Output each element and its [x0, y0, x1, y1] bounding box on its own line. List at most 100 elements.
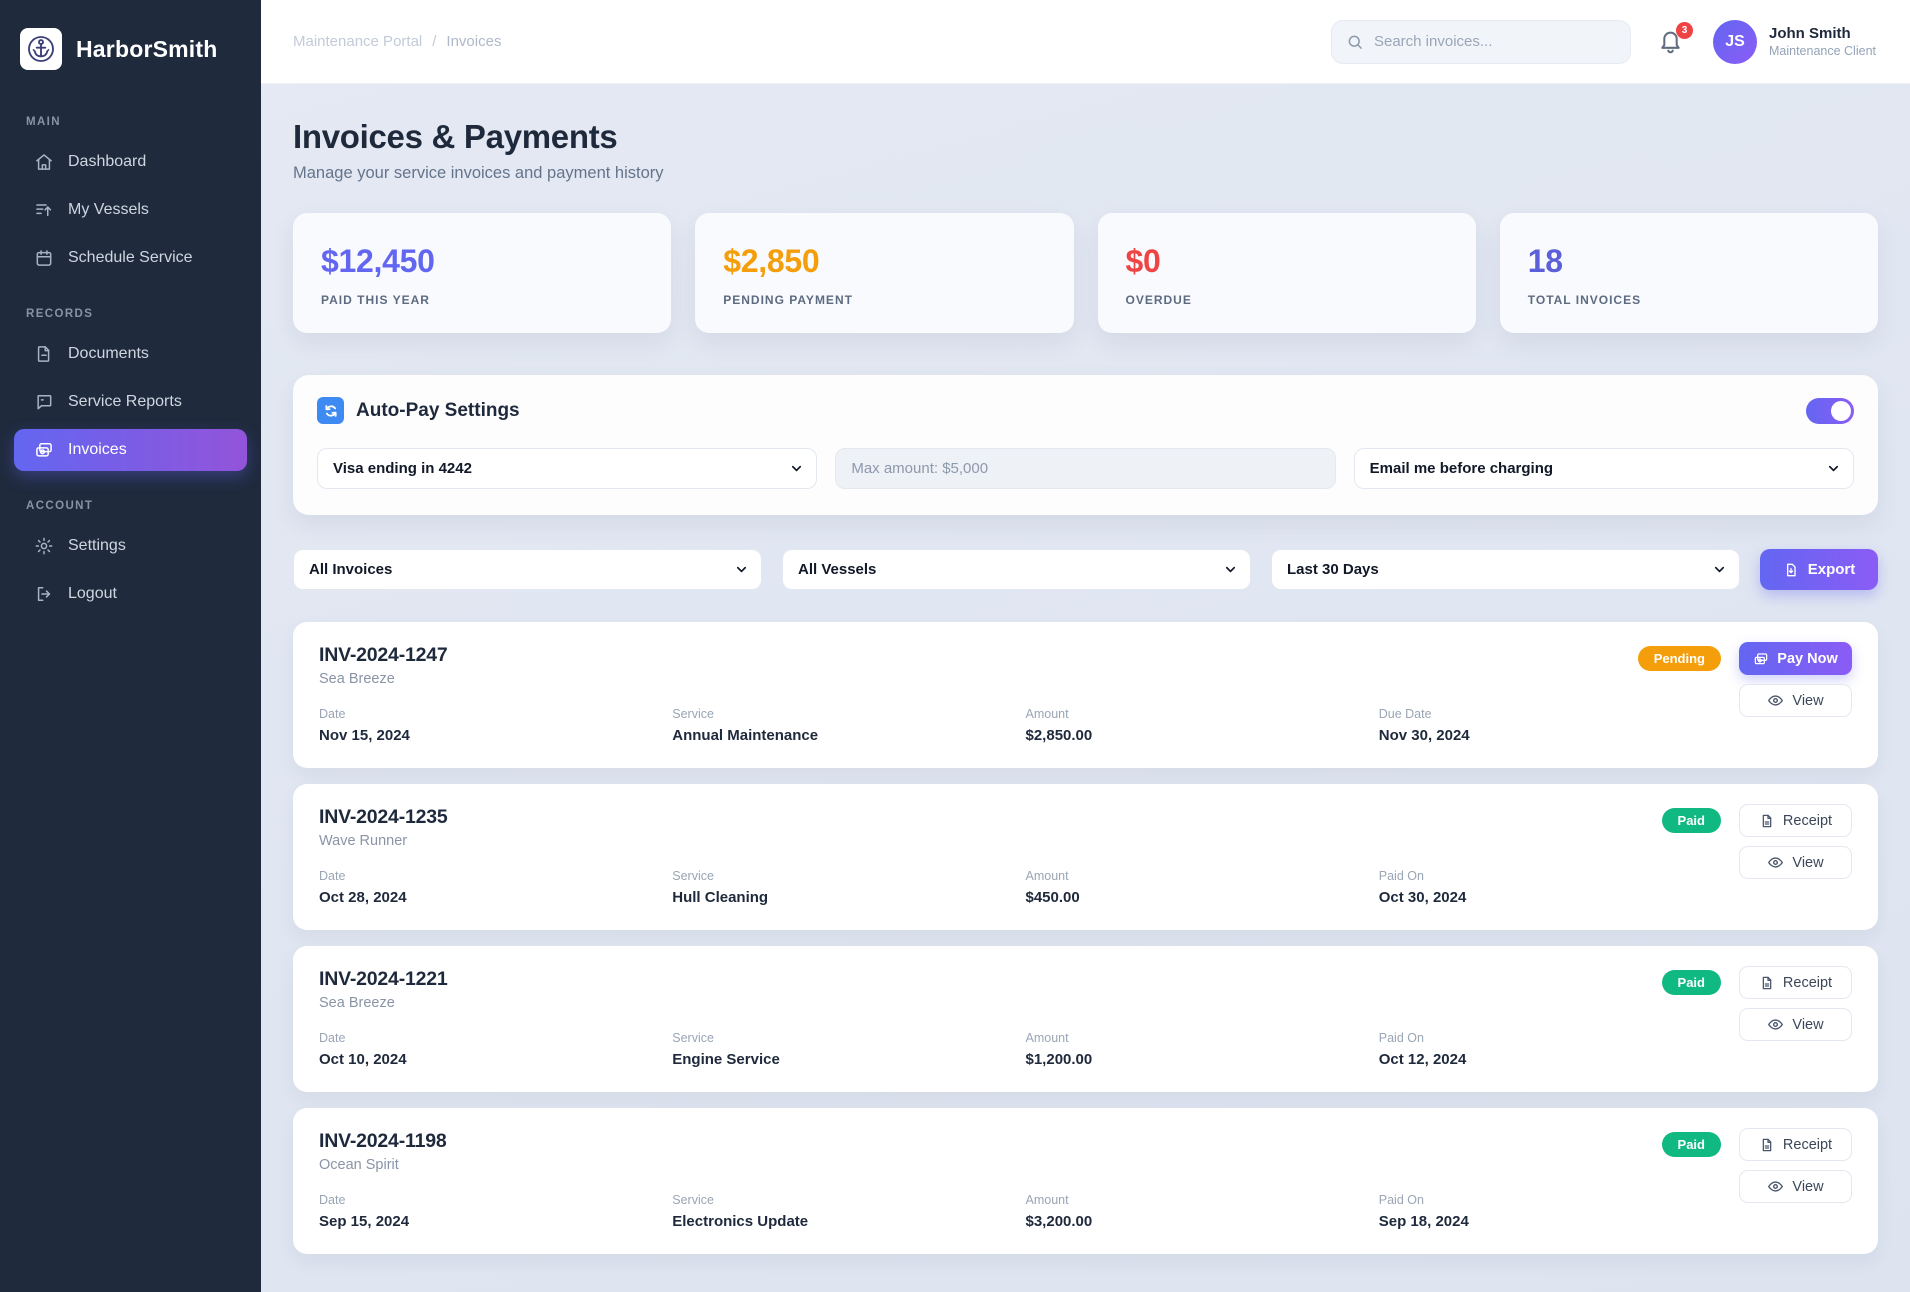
detail-label: Date — [319, 869, 346, 883]
detail-label: Amount — [1025, 1193, 1069, 1207]
invoice-vessel: Ocean Spirit — [319, 1157, 399, 1173]
notify-select[interactable]: Email me before charging — [1353, 448, 1854, 489]
detail-value: Oct 10, 2024 — [319, 1051, 407, 1068]
autopay-toggle[interactable] — [1806, 397, 1854, 424]
view-button[interactable]: View — [1739, 684, 1852, 717]
sidebar-item-label: Dashboard — [68, 153, 147, 170]
user-name: John Smith — [1768, 25, 1851, 42]
calendar-icon — [36, 250, 52, 266]
status-badge: Pending — [1637, 646, 1721, 671]
invoice-vessel: Sea Breeze — [319, 995, 395, 1011]
receipt-icon — [1762, 1138, 1772, 1151]
detail-value: Sep 18, 2024 — [1378, 1213, 1469, 1230]
stat-value: $12,450 — [321, 243, 435, 279]
sidebar-item-label: Logout — [68, 585, 117, 602]
receipt-icon — [1762, 976, 1772, 989]
notifications-button[interactable]: 3 — [1657, 21, 1693, 57]
detail-value: Nov 15, 2024 — [319, 727, 410, 744]
detail-label: Paid On — [1378, 869, 1424, 883]
logout-icon — [37, 587, 51, 601]
detail-label: Service — [672, 869, 714, 883]
view-button[interactable]: View — [1739, 1170, 1852, 1203]
view-button[interactable]: View — [1739, 846, 1852, 879]
notification-badge: 3 — [1675, 21, 1693, 39]
bell-icon — [1661, 31, 1680, 53]
invoice-filter-wrap: All Invoices — [293, 549, 762, 590]
detail-value: Engine Service — [672, 1051, 780, 1068]
detail-value: Annual Maintenance — [672, 727, 819, 744]
view-button[interactable]: View — [1739, 1008, 1852, 1041]
stat-value: 18 — [1527, 243, 1563, 279]
sidebar: HarborSmith MAIN Dashboard My Vessels Sc… — [0, 0, 261, 1292]
search-box — [1330, 19, 1631, 64]
harborsmith-logo-icon — [20, 28, 62, 70]
gear-icon — [35, 537, 53, 555]
vessel-filter-select[interactable]: All Vessels — [782, 549, 1251, 590]
invoice-card-1221: INV-2024-1221 Sea Breeze Date Oct 10, 202… — [293, 946, 1878, 1092]
user-menu[interactable]: JS John Smith Maintenance Client — [1712, 19, 1876, 64]
content: Invoices & Payments Manage your service … — [261, 84, 1910, 1292]
sidebar-item-label: Schedule Service — [68, 249, 193, 266]
date-filter-wrap: Last 30 Days — [1271, 549, 1740, 590]
invoice-vessel: Sea Breeze — [319, 671, 395, 687]
invoice-card-1247: INV-2024-1247 Sea Breeze Date Nov 15, 202… — [293, 622, 1878, 768]
stat-card-paid-this-year: $12,450 PAID THIS YEAR — [293, 213, 672, 333]
detail-value: $2,850.00 — [1025, 727, 1093, 744]
vessels-list-icon — [36, 204, 52, 217]
detail-value: Nov 30, 2024 — [1378, 727, 1470, 744]
sidebar-item-settings[interactable]: Settings — [14, 525, 247, 567]
stat-label: PAID THIS YEAR — [321, 293, 430, 307]
sidebar-item-logout[interactable]: Logout — [14, 573, 247, 615]
sidebar-item-label: Invoices — [68, 441, 127, 458]
brand: HarborSmith — [0, 0, 261, 90]
autopay-title: Auto-Pay Settings — [356, 399, 520, 421]
sidebar-item-schedule-service[interactable]: Schedule Service — [14, 237, 247, 279]
max-amount-input[interactable] — [835, 448, 1336, 489]
receipt-button[interactable]: Receipt — [1739, 966, 1852, 999]
export-button[interactable]: Export — [1760, 549, 1878, 590]
detail-value: $3,200.00 — [1025, 1213, 1093, 1230]
breadcrumb-item-portal[interactable]: Maintenance Portal — [293, 33, 423, 50]
sidebar-item-label: Documents — [68, 345, 149, 362]
autopay-panel: Auto-Pay Settings Visa ending in 4242 Em… — [293, 375, 1878, 515]
nav-section-records: RECORDS — [26, 308, 94, 320]
sidebar-item-service-reports[interactable]: Service Reports — [14, 381, 247, 423]
pay-card-icon — [1754, 652, 1768, 664]
sidebar-item-label: Service Reports — [68, 393, 182, 410]
payment-method-select-wrap: Visa ending in 4242 — [317, 448, 818, 489]
home-icon — [36, 154, 52, 170]
topbar: Maintenance Portal / Invoices 3 JS John … — [261, 0, 1910, 84]
invoice-filter-select[interactable]: All Invoices — [293, 549, 762, 590]
detail-label: Service — [672, 707, 714, 721]
date-filter-select[interactable]: Last 30 Days — [1271, 549, 1740, 590]
breadcrumb: Maintenance Portal / Invoices — [293, 33, 501, 50]
nav-section-main: MAIN — [26, 116, 61, 128]
invoice-list: INV-2024-1247 Sea Breeze Date Nov 15, 202… — [293, 622, 1878, 1254]
detail-label: Service — [672, 1193, 714, 1207]
pay-now-button[interactable]: Pay Now — [1739, 642, 1852, 675]
report-icon — [37, 395, 52, 410]
stat-card-total-invoices: 18 TOTAL INVOICES — [1499, 213, 1878, 333]
brand-name: HarborSmith — [76, 35, 218, 62]
invoice-vessel: Wave Runner — [319, 833, 408, 849]
receipt-icon — [1762, 814, 1772, 827]
stat-card-pending-payment: $2,850 PENDING PAYMENT — [695, 213, 1074, 333]
sidebar-item-invoices[interactable]: Invoices — [14, 429, 247, 471]
payment-method-select[interactable]: Visa ending in 4242 — [317, 448, 818, 489]
invoice-card-1198: INV-2024-1198 Ocean Spirit Date Sep 15, 2… — [293, 1108, 1878, 1254]
sidebar-item-my-vessels[interactable]: My Vessels — [14, 189, 247, 231]
export-icon — [1786, 563, 1796, 576]
eye-icon — [1768, 1019, 1784, 1030]
nav-section-account: ACCOUNT — [26, 500, 94, 512]
receipt-button[interactable]: Receipt — [1739, 804, 1852, 837]
detail-value: Oct 12, 2024 — [1378, 1051, 1467, 1068]
detail-label: Due Date — [1378, 707, 1432, 721]
sidebar-item-documents[interactable]: Documents — [14, 333, 247, 375]
status-badge: Paid — [1661, 1132, 1721, 1157]
search-input[interactable] — [1373, 33, 1604, 50]
detail-label: Service — [672, 1031, 714, 1045]
document-icon — [37, 346, 50, 362]
detail-value: Oct 30, 2024 — [1378, 889, 1467, 906]
sidebar-item-dashboard[interactable]: Dashboard — [14, 141, 247, 183]
receipt-button[interactable]: Receipt — [1739, 1128, 1852, 1161]
